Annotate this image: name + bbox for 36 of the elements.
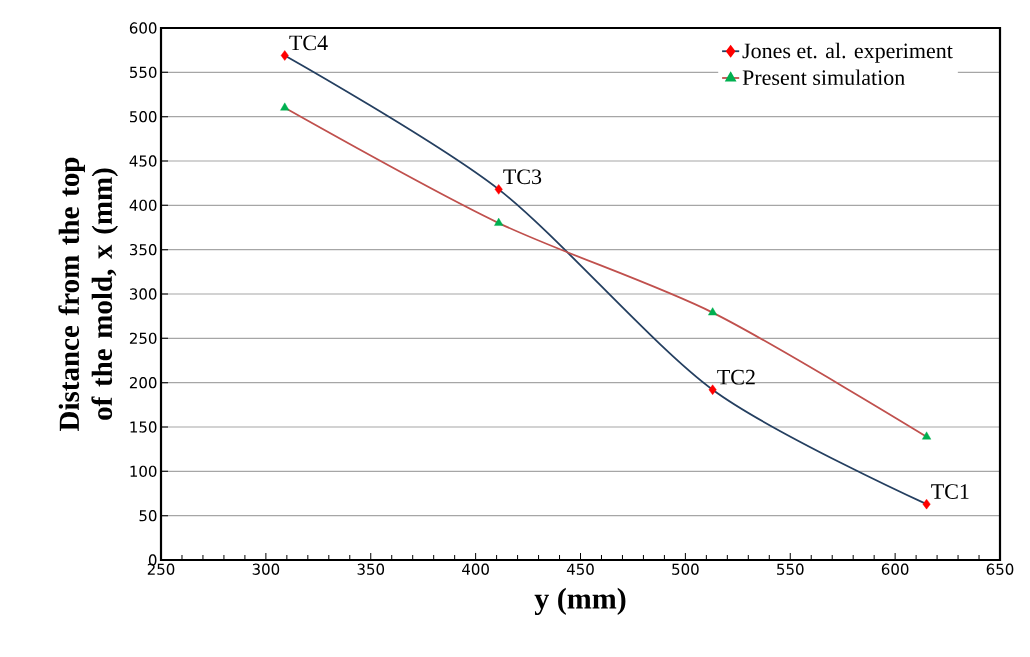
x-tick-label: 300 <box>252 563 280 575</box>
legend-label: Jones et. al. experiment <box>742 42 953 63</box>
point <box>922 498 931 510</box>
x-tick-label: 650 <box>986 563 1014 575</box>
point <box>922 431 932 440</box>
x-tick-label: 350 <box>357 563 385 575</box>
x-tick-label: 500 <box>672 563 699 575</box>
point <box>708 307 718 316</box>
point <box>494 217 504 226</box>
point <box>280 50 289 61</box>
x-tick-label: 600 <box>881 563 909 575</box>
y-tick-label: 200 <box>129 376 157 389</box>
y-tick-label: 450 <box>129 155 157 167</box>
point <box>494 184 503 195</box>
y-tick-label: 500 <box>130 110 157 123</box>
y-tick-label: 250 <box>129 332 157 345</box>
x-tick-label: 550 <box>777 563 804 575</box>
legend-label: Present simulation <box>742 69 905 86</box>
y-tick-label: 600 <box>129 22 157 34</box>
y-tick-label: 350 <box>129 243 157 256</box>
y-tick-label: 150 <box>130 421 157 433</box>
annotation: TC2 <box>717 369 755 385</box>
y-axis-title: Distance from the top of the mold, x (mm) <box>58 157 118 431</box>
annotation: TC1 <box>931 484 969 499</box>
x-axis-title: y (mm) <box>534 587 626 616</box>
y-tick-label: 100 <box>130 465 157 478</box>
annotation: TC3 <box>503 169 542 185</box>
point <box>708 384 717 395</box>
y-tick-label: 50 <box>139 509 157 522</box>
y-tick-label: 550 <box>130 66 157 79</box>
x-tick-label: 450 <box>566 563 594 575</box>
x-tick-label: 400 <box>462 563 489 575</box>
y-tick-label: 300 <box>129 288 157 300</box>
annotation: TC4 <box>289 35 328 51</box>
point <box>280 102 290 111</box>
y-tick-label: 400 <box>129 199 157 212</box>
